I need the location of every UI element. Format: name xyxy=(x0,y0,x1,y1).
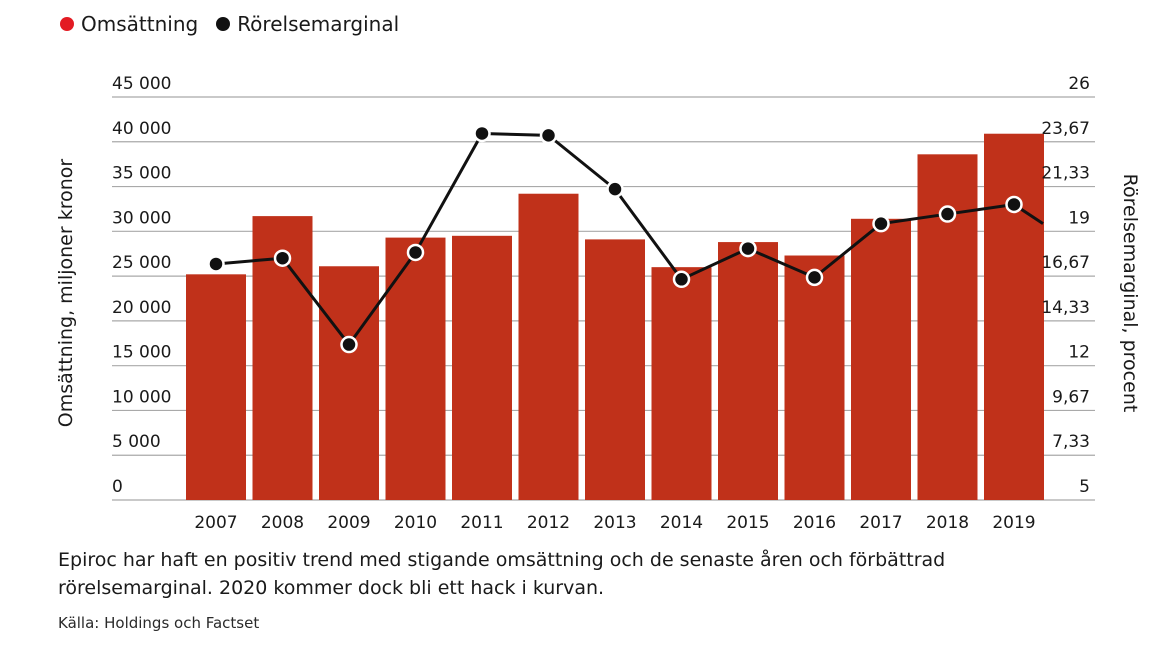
y-tick-label-left: 0 xyxy=(112,477,123,497)
y-tick-label-left: 15 000 xyxy=(112,343,171,363)
y-tick-label-right: 5 xyxy=(1079,477,1090,497)
margin-point-2008 xyxy=(273,249,292,267)
x-tick-label: 2013 xyxy=(593,513,636,533)
legend-label-margin: Rörelsemarginal xyxy=(237,12,400,36)
margin-point-2019 xyxy=(1005,195,1023,214)
revenue-bar-2013 xyxy=(585,239,645,501)
revenue-bar-2010 xyxy=(385,237,446,500)
x-tick-label: 2016 xyxy=(793,513,836,533)
revenue-bar-2017 xyxy=(851,218,911,500)
legend-item-revenue: Omsättning xyxy=(60,12,198,36)
y-tick-label-right: 21,33 xyxy=(1041,164,1090,184)
revenue-bar-2015 xyxy=(718,242,778,500)
x-tick-label: 2009 xyxy=(327,513,370,533)
left-axis-ticks: 0 5 000 10 000 15 000 20 000 25 000 30 000 35 0… xyxy=(112,74,171,497)
x-tick-label: 2007 xyxy=(194,513,237,533)
margin-point-2010 xyxy=(406,243,425,262)
margin-legend-marker xyxy=(216,17,231,31)
x-tick-label: 2012 xyxy=(527,513,570,533)
y-tick-label-right: 19 xyxy=(1068,208,1090,228)
margin-point-2012 xyxy=(539,126,558,145)
legend-label-revenue: Omsättning xyxy=(81,12,199,36)
y-tick-label-left: 40 000 xyxy=(112,119,171,139)
y-axis-label-right: Rörelsemarginal, procent xyxy=(1119,174,1141,413)
combo-chart: 0 5 000 10 000 15 000 20 000 25 000 30 000 35 0… xyxy=(55,74,1141,533)
y-tick-label-left: 30 000 xyxy=(112,208,171,228)
revenue-bar-2007 xyxy=(186,274,246,500)
margin-point-2009 xyxy=(340,335,358,354)
y-tick-label-left: 10 000 xyxy=(112,387,171,407)
revenue-bar-2011 xyxy=(452,235,512,501)
margin-polyline xyxy=(215,131,1044,347)
legend-item-margin: Rörelsemarginal xyxy=(216,12,399,36)
margin-point-2015 xyxy=(739,239,757,258)
x-tick-label: 2017 xyxy=(859,513,902,533)
revenue-bar-2016 xyxy=(784,255,845,500)
chart-caption: Epiroc har haft en positiv trend med sti… xyxy=(58,549,946,599)
revenue-bar-2019 xyxy=(984,133,1044,500)
y-tick-label-left: 25 000 xyxy=(112,253,171,273)
margin-point-2016 xyxy=(805,268,824,287)
y-tick-label-left: 5 000 xyxy=(112,432,161,452)
revenue-bar-2012 xyxy=(518,193,579,500)
x-axis-ticks: 2007 2008 2009 2010 2011 2012 2013 2014 2015 2016… xyxy=(194,513,1035,533)
margin-point-2017 xyxy=(872,214,890,233)
y-tick-label-left: 35 000 xyxy=(112,164,171,184)
revenue-bars xyxy=(186,133,1044,501)
right-axis-ticks: 5 7,33 9,67 12 14,33 16,67 19 21,33 23,67 26 xyxy=(1041,74,1090,497)
y-tick-label-right: 26 xyxy=(1068,74,1090,94)
y-tick-label-right: 16,67 xyxy=(1041,253,1090,273)
revenue-bar-2009 xyxy=(319,266,379,500)
y-axis-label-left: Omsättning, miljoner kronor xyxy=(55,159,77,428)
legend: Omsättning Rörelsemarginal xyxy=(60,12,417,36)
x-tick-label: 2008 xyxy=(261,513,304,533)
margin-point-2018 xyxy=(938,205,957,223)
y-tick-label-right: 14,33 xyxy=(1041,298,1090,318)
x-tick-label: 2018 xyxy=(926,513,969,533)
x-tick-label: 2015 xyxy=(726,513,769,533)
revenue-bar-2014 xyxy=(651,267,712,500)
x-tick-label: 2014 xyxy=(660,513,703,533)
y-tick-label-right: 7,33 xyxy=(1052,432,1090,452)
margin-point-2007 xyxy=(207,255,225,273)
y-tick-label-left: 20 000 xyxy=(112,298,171,318)
margin-point-2011 xyxy=(473,124,491,143)
y-tick-label-left: 45 000 xyxy=(112,74,171,94)
chart-source: Källa: Holdings och Factset xyxy=(58,614,260,632)
margin-point-2013 xyxy=(606,180,624,198)
revenue-legend-marker xyxy=(60,17,74,31)
margin-point-2014 xyxy=(672,270,691,289)
y-tick-label-right: 9,67 xyxy=(1052,387,1090,407)
y-tick-label-right: 23,67 xyxy=(1041,119,1090,139)
margin-line xyxy=(207,124,1044,354)
x-tick-label: 2010 xyxy=(394,513,437,533)
x-tick-label: 2019 xyxy=(992,513,1035,533)
y-tick-label-right: 12 xyxy=(1068,343,1090,363)
x-tick-label: 2011 xyxy=(460,513,503,533)
